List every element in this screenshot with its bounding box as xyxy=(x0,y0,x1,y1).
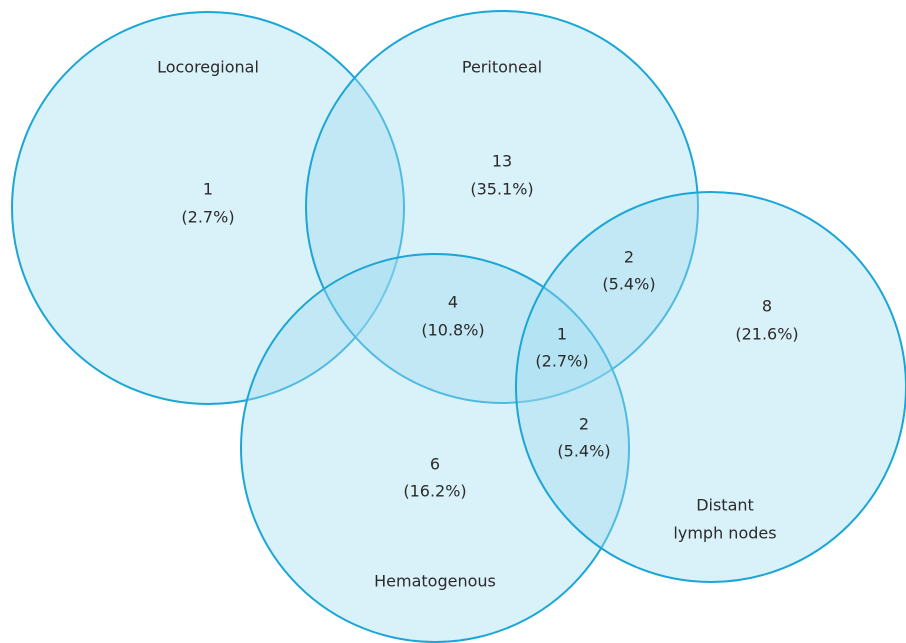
set-label: Hematogenous xyxy=(374,572,496,591)
region-count: 6 xyxy=(430,455,440,474)
set-label: Distant xyxy=(696,496,754,515)
region-count: 2 xyxy=(579,415,589,434)
region-count: 2 xyxy=(624,248,634,267)
set-label: lymph nodes xyxy=(673,524,776,543)
region-percent: (35.1%) xyxy=(470,180,533,199)
set-circle xyxy=(515,191,906,583)
set-circle xyxy=(240,253,630,643)
set-circle xyxy=(305,10,699,404)
region-count: 8 xyxy=(762,297,772,316)
set-label: Locoregional xyxy=(157,58,259,77)
region-count: 1 xyxy=(203,180,213,199)
region-count: 13 xyxy=(492,152,512,171)
region-percent: (2.7%) xyxy=(535,352,588,371)
region-percent: (2.7%) xyxy=(181,208,234,227)
set-label: Peritoneal xyxy=(462,58,542,77)
region-percent: (5.4%) xyxy=(602,275,655,294)
region-percent: (5.4%) xyxy=(557,442,610,461)
set-circle xyxy=(11,11,405,405)
region-count: 4 xyxy=(448,293,458,312)
region-count: 1 xyxy=(557,325,567,344)
region-percent: (21.6%) xyxy=(735,325,798,344)
region-percent: (16.2%) xyxy=(403,482,466,501)
region-percent: (10.8%) xyxy=(421,321,484,340)
